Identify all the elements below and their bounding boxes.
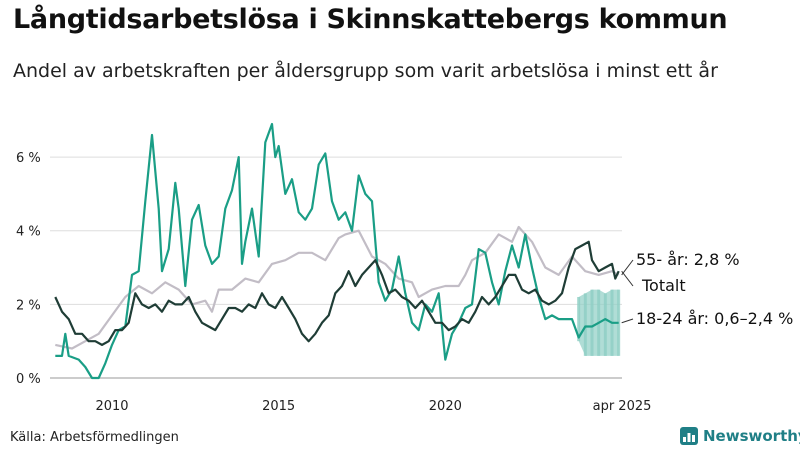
label-leader-totalt — [621, 270, 634, 287]
y-tick-label: 2 % — [16, 298, 41, 313]
brand-logo: Newsworthy — [680, 427, 800, 445]
brand-name: Newsworthy — [703, 427, 800, 445]
x-tick-label: 2015 — [262, 399, 295, 414]
label-leader-age55 — [621, 259, 634, 276]
x-tick-label: 2010 — [95, 399, 128, 414]
series-line-age55 — [55, 225, 620, 350]
y-tick-label: 6 % — [16, 151, 41, 166]
series-label-age55: 55- år: 2,8 % — [636, 250, 740, 269]
source-note: Källa: Arbetsförmedlingen — [10, 430, 179, 445]
y-tick-label: 4 % — [16, 225, 41, 240]
label-leader-age1824 — [621, 318, 634, 324]
series-label-totalt: Totalt — [641, 276, 686, 295]
chart-title: Långtidsarbetslösa i Skinnskattebergs ko… — [13, 4, 728, 35]
x-tick-label: apr 2025 — [593, 399, 652, 414]
series-line-totalt — [54, 240, 620, 346]
chart-subtitle: Andel av arbetskraften per åldersgrupp s… — [13, 60, 718, 82]
x-tick-label: 2020 — [429, 399, 462, 414]
newsworthy-icon — [680, 427, 698, 445]
y-tick-label: 0 % — [16, 372, 41, 387]
series-line-age1824 — [55, 122, 619, 380]
series-label-age1824: 18-24 år: 0,6–2,4 % — [636, 309, 793, 328]
